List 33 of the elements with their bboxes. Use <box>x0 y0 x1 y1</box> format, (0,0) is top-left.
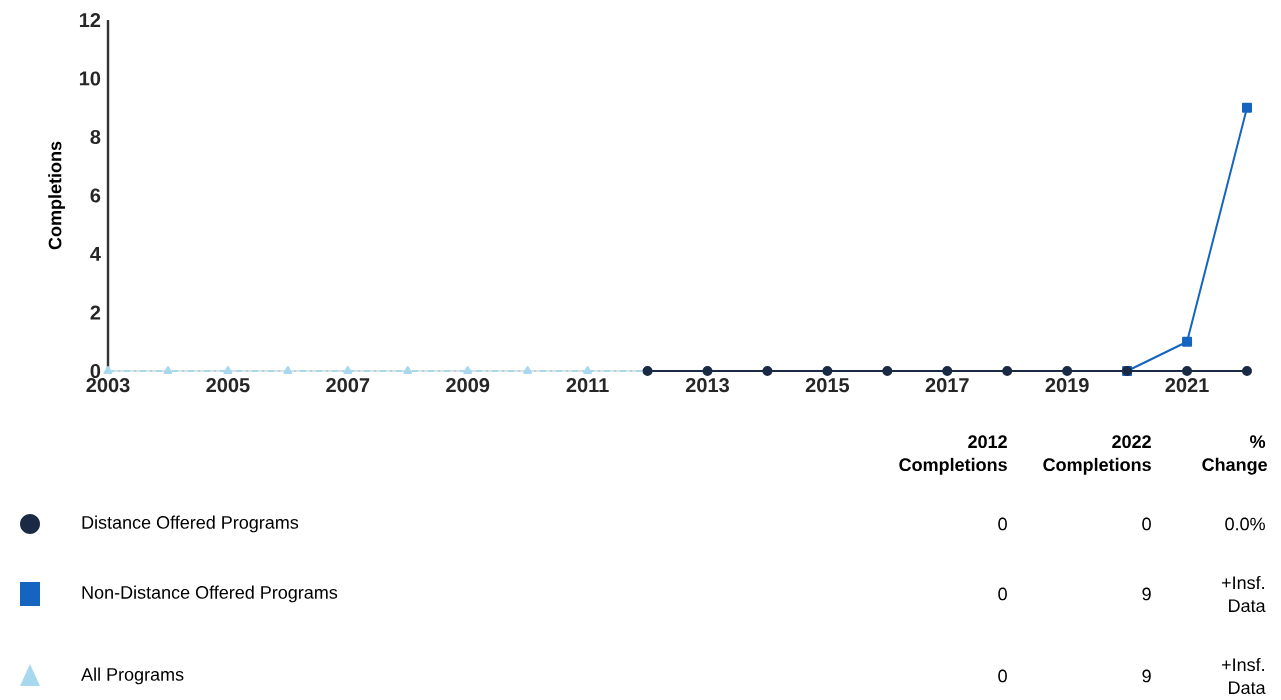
text: % Change <box>1202 435 1268 475</box>
text: 9 <box>1142 669 1151 683</box>
legend-label: Non-Distance Offered Programs <box>82 585 338 603</box>
y-tick-label: 4 <box>90 247 101 261</box>
x-tick-label: 2013 <box>685 378 729 393</box>
x-tick-label: 2003 <box>86 378 130 393</box>
legend-label: All Programs <box>81 667 184 685</box>
text: 2022 Completions <box>1043 435 1151 475</box>
x-tick-label: 2015 <box>805 378 850 393</box>
y-tick-label: 0 <box>90 363 101 379</box>
y-tick-label: 12 <box>79 13 101 27</box>
text: +Insf. Data <box>1221 657 1266 695</box>
text: 0.0% <box>1225 517 1265 531</box>
x-tick-label: 2017 <box>925 378 969 393</box>
x-tick-label: 2005 <box>206 378 250 393</box>
x-tick-label: 2007 <box>326 378 370 393</box>
text: 9 <box>1142 587 1151 601</box>
text: 0 <box>1142 517 1151 531</box>
y-tick-label: 2 <box>90 305 101 320</box>
x-tick-label: 2009 <box>446 378 490 393</box>
y-axis-title: Completions <box>48 141 65 250</box>
text: 0 <box>998 669 1007 683</box>
text: 2012 Completions <box>899 435 1007 475</box>
y-tick-label: 6 <box>90 188 101 203</box>
y-tick-label: 8 <box>90 129 101 145</box>
text: +Insf. Data <box>1221 575 1266 613</box>
text: 0 <box>998 517 1007 531</box>
text: 0 <box>998 587 1007 601</box>
x-tick-label: 2011 <box>566 378 609 393</box>
x-tick-label: 2021 <box>1165 378 1209 393</box>
y-tick-label: 10 <box>79 71 101 86</box>
x-tick-label: 2019 <box>1045 378 1089 393</box>
legend-label: Distance Offered Programs <box>82 515 299 533</box>
